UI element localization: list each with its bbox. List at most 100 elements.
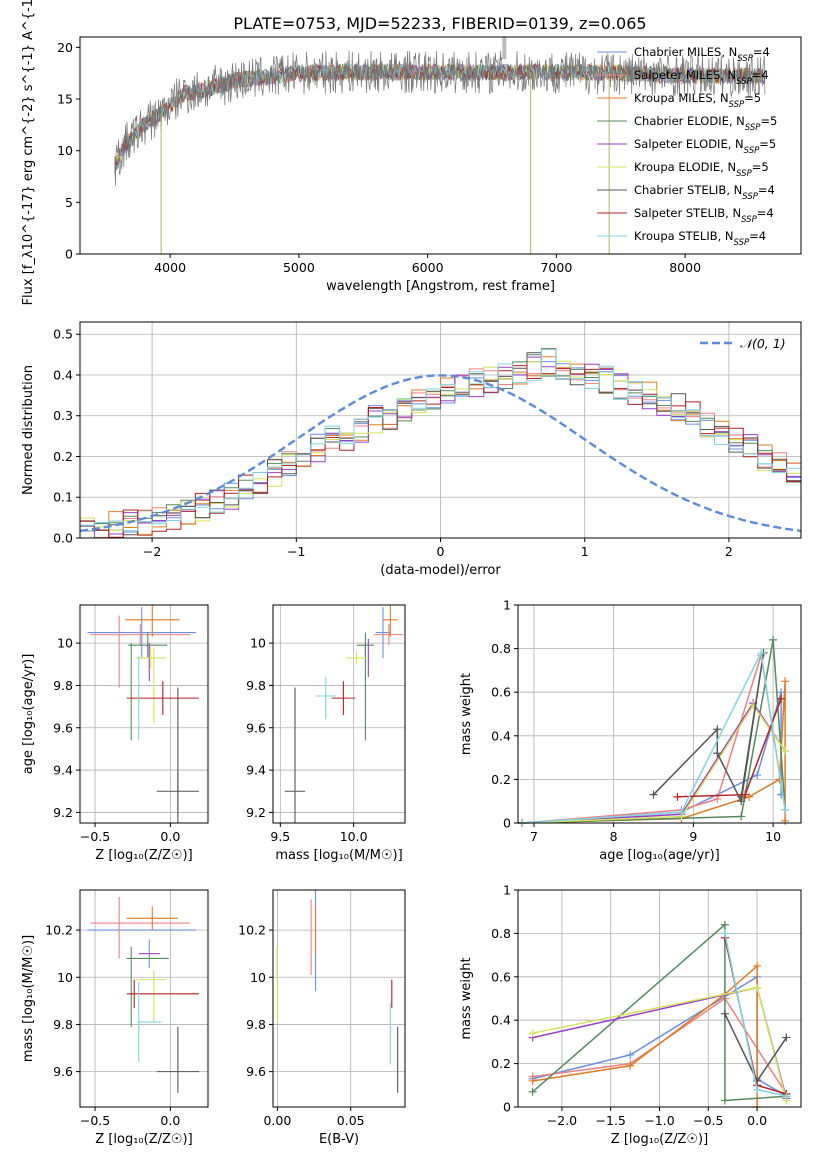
y-tick-label: 10 [250,636,266,651]
weight-line [532,997,788,1095]
weight-marker [626,1061,635,1070]
x-tick-label: 0.0 [160,829,180,844]
y-tick-label: 10 [57,636,73,651]
y-tick-label: 9.6 [246,1064,266,1079]
residual-histogram [80,348,801,538]
weight-marker [720,1009,729,1018]
x-tick-label: 4000 [154,260,186,275]
y-tick-label: 9.2 [53,805,73,820]
y-tick-label: 0.0 [53,531,73,546]
weight-marker [757,648,766,657]
frame-residuals: −2 −1 0 1 2 0.0 0.1 0.2 0.3 0.4 0.5 (data-model)/er… [21,321,802,578]
weight-marker [741,790,750,799]
x-tick-label: 10 [765,829,781,844]
weight-marker [781,677,790,686]
y-tick-label: 20 [57,40,73,55]
x-tick-label: 2 [725,544,733,559]
y-tick-label: 0 [503,816,511,831]
y-tick-label: 9.8 [246,678,266,693]
y-tick-label: 1 [503,883,511,898]
x-tick-label: 9 [689,829,697,844]
y-tick-label: 9.6 [53,720,73,735]
mass-vs-Z-plot [87,897,199,1093]
y-axis-label: Flux [f_λ10^{-17} erg cm^{-2} s^{-1} A^{… [21,0,36,305]
y-tick-label: 15 [57,92,73,107]
x-axis-label: Z [log₁₀(Z/Z☉)] [95,848,192,863]
weight-marker [528,1076,537,1085]
residual-legend: 𝒩(0, 1) [700,336,786,351]
weight-marker [677,808,686,817]
figure-title: PLATE=0753, MJD=52233, FIBERID=0139, z=0… [233,14,646,33]
y-tick-label: 0.2 [491,772,511,787]
frame-age-vs-mass: 9.5 10.0 9.2 9.4 9.6 9.8 10 mass [log₁₀(M/M☉)] [246,604,406,863]
weight-vs-age-plot [517,635,790,827]
y-tick-label: 10.2 [45,923,73,938]
axes-frame [79,36,802,255]
weight-marker [673,792,682,801]
axes-age-vs-Z [80,605,208,823]
x-tick-label: 6000 [412,260,444,275]
x-tick-label: 1 [581,544,589,559]
x-axis-label: Z [log₁₀(Z/Z☉)] [611,1132,708,1147]
x-axis-label: Z [log₁₀(Z/Z☉)] [95,1132,192,1147]
x-tick-label: 0.05 [337,1113,365,1128]
y-tick-label: 1 [503,598,511,613]
age-vs-Z-plot [87,605,199,823]
x-tick-label: 9.5 [270,829,290,844]
y-tick-label: 10.2 [238,923,266,938]
y-tick-label: 0.8 [491,641,511,656]
y-axis-label: mass weight [459,673,474,755]
y-tick-label: 9.8 [53,678,73,693]
weight-vs-Z-plot [528,920,791,1111]
weight-marker [781,805,790,814]
mass-vs-EBV-plot [276,890,399,1093]
x-tick-label: 7 [530,829,538,844]
weight-marker [782,1092,791,1101]
residual-histogram [80,361,801,538]
y-tick-label: 9.4 [246,763,266,778]
y-tick-label: 9.2 [246,805,266,820]
weight-marker [753,961,762,970]
y-tick-label: 0.5 [53,327,73,342]
y-tick-label: 10 [250,970,266,985]
weight-line [521,639,786,824]
frame-spectrum: 4000 5000 6000 7000 8000 0 5 10 15 20 wavelength [… [21,0,802,305]
frame-age-vs-Z: −0.5 0.0 9.2 9.4 9.6 9.8 10 Z [log₁₀(Z/Z☉)] age … [21,604,209,863]
weight-marker [753,983,762,992]
weight-marker [713,749,722,758]
x-axis-label: age [log₁₀(age/yr)] [599,848,720,863]
y-tick-label: 9.4 [53,763,73,778]
x-tick-label: −1.5 [596,1113,626,1128]
y-tick-label: 0.2 [491,1056,511,1071]
x-tick-label: 10.0 [340,829,368,844]
y-tick-label: 0.3 [53,408,73,423]
x-tick-label: −1.0 [644,1113,674,1128]
x-axis-label: mass [log₁₀(M/M☉)] [275,848,402,863]
y-tick-label: 10 [57,970,73,985]
frame-mass-vs-EBV: 0.00 0.05 9.6 9.8 10 10.2 E(B-V) [238,889,406,1147]
weight-line [521,650,786,824]
weight-marker [528,1087,537,1096]
x-tick-label: 0.00 [263,1113,291,1128]
masked-region [502,37,507,59]
weight-marker [777,694,786,703]
observed-spectrum [114,50,766,187]
y-tick-label: 0.4 [491,1013,511,1028]
x-axis-label: (data-model)/error [380,563,501,578]
x-axis-label: E(B-V) [319,1132,359,1147]
age-vs-mass-plot [284,605,404,823]
weight-marker [626,1050,635,1059]
x-tick-label: 8000 [669,260,701,275]
y-tick-label: 10 [57,143,73,158]
y-tick-label: 0.4 [491,728,511,743]
axes-frame [272,604,406,824]
x-tick-label: 8 [610,829,618,844]
axes-frame [79,889,209,1108]
y-tick-label: 0.4 [53,367,73,382]
weight-marker [649,790,658,799]
weight-marker [782,1033,791,1042]
frame-weight-vs-Z: −2.0 −1.5 −1.0 −0.5 0.0 0 0.2 0.4 0.6 0.8 1 Z [log₁… [459,883,802,1147]
weight-marker [713,725,722,734]
weight-marker [781,747,790,756]
